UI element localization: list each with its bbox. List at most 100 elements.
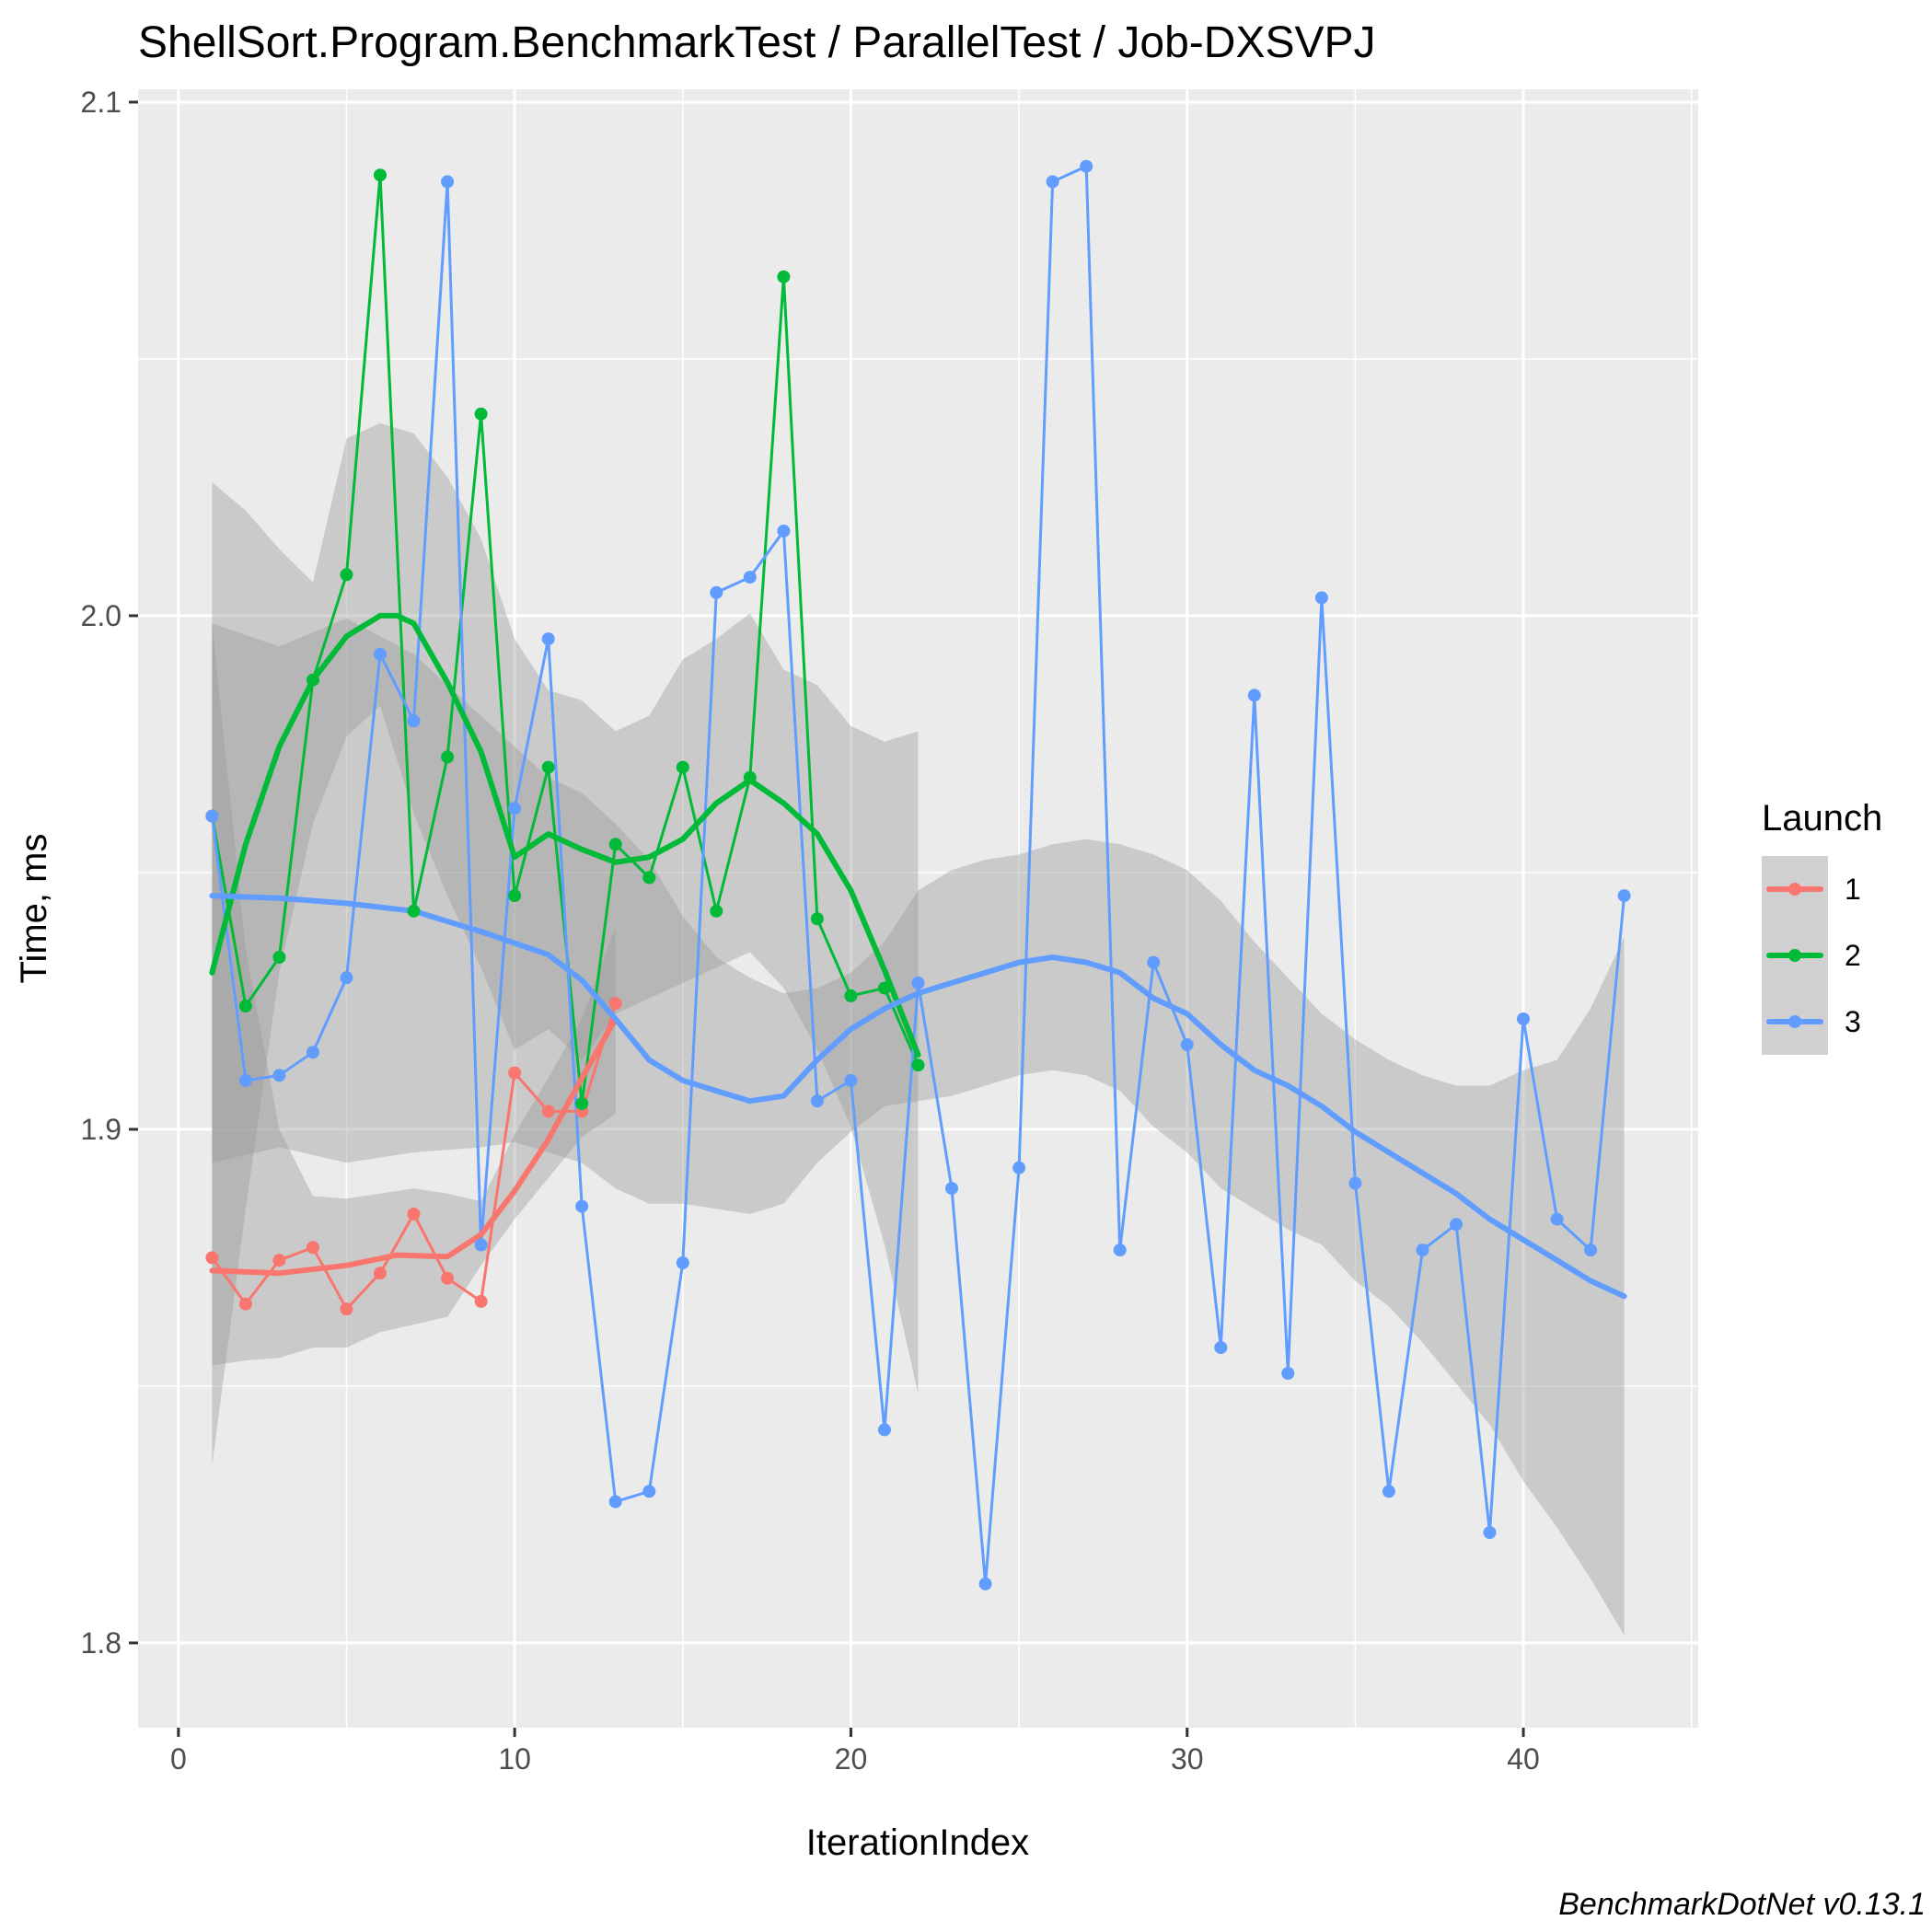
data-point-2 xyxy=(642,871,656,885)
data-point-3 xyxy=(575,1199,589,1213)
data-point-3 xyxy=(777,524,791,538)
data-point-1 xyxy=(508,1066,522,1080)
data-point-1 xyxy=(407,1208,421,1221)
data-point-3 xyxy=(743,571,757,584)
data-point-2 xyxy=(777,270,791,283)
x-tick-label: 40 xyxy=(1507,1742,1540,1776)
data-point-3 xyxy=(642,1485,656,1498)
y-axis-title: Time, ms xyxy=(14,834,54,984)
legend-key-point-1 xyxy=(1788,883,1801,896)
data-point-3 xyxy=(911,976,925,989)
legend-label-1: 1 xyxy=(1845,873,1861,906)
y-tick-label: 2.0 xyxy=(81,599,121,632)
data-point-1 xyxy=(608,997,622,1011)
data-point-3 xyxy=(1214,1341,1228,1355)
data-point-2 xyxy=(575,1097,589,1110)
data-point-3 xyxy=(407,714,421,728)
data-point-1 xyxy=(441,1271,455,1285)
x-tick-label: 10 xyxy=(498,1742,531,1776)
data-point-2 xyxy=(407,904,421,918)
x-axis-title: IterationIndex xyxy=(806,1822,1029,1863)
data-point-1 xyxy=(474,1294,488,1308)
data-point-2 xyxy=(676,760,689,774)
chart-title: ShellSort.Program.BenchmarkTest / Parall… xyxy=(138,18,1376,67)
data-point-2 xyxy=(911,1059,925,1072)
data-point-3 xyxy=(1113,1244,1127,1257)
data-point-2 xyxy=(238,1000,252,1012)
smooth-lines xyxy=(209,612,1627,1300)
data-point-3 xyxy=(844,1073,858,1087)
legend-items: 1 2 3 xyxy=(1766,873,1861,1038)
y-tick-label: 1.8 xyxy=(81,1626,121,1660)
data-point-3 xyxy=(1080,159,1093,173)
y-tick-labels: 1.8 1.9 2.0 2.1 xyxy=(81,86,121,1660)
data-point-2 xyxy=(474,407,488,421)
data-point-3 xyxy=(810,1094,824,1108)
smooth-line-2 xyxy=(209,612,921,1058)
data-point-1 xyxy=(307,1241,319,1255)
data-point-1 xyxy=(541,1105,555,1118)
series-points xyxy=(205,159,1631,1591)
data-point-3 xyxy=(508,802,522,816)
confidence-band-3 xyxy=(212,618,1625,1636)
data-point-3 xyxy=(1382,1485,1395,1498)
data-point-3 xyxy=(1180,1037,1194,1051)
legend-key-point-3 xyxy=(1788,1015,1801,1028)
data-point-3 xyxy=(1584,1244,1598,1257)
data-point-3 xyxy=(1617,889,1631,903)
data-point-2 xyxy=(541,760,555,774)
data-point-3 xyxy=(1012,1161,1026,1174)
data-point-1 xyxy=(205,1251,219,1265)
data-point-3 xyxy=(238,1073,252,1087)
data-point-3 xyxy=(205,809,219,823)
data-point-2 xyxy=(272,951,286,964)
legend-key-point-2 xyxy=(1788,949,1801,962)
data-point-1 xyxy=(340,1302,353,1316)
x-tick-label: 30 xyxy=(1171,1742,1204,1776)
data-point-2 xyxy=(878,981,891,995)
data-point-3 xyxy=(710,585,723,599)
data-point-3 xyxy=(1550,1212,1564,1226)
data-point-3 xyxy=(978,1577,992,1591)
data-point-3 xyxy=(1348,1176,1362,1190)
x-tick-labels: 0 10 20 30 40 xyxy=(170,1742,1540,1776)
data-point-3 xyxy=(1450,1218,1463,1232)
data-point-2 xyxy=(608,838,622,851)
data-point-3 xyxy=(374,647,387,661)
smooth-line-1 xyxy=(209,1016,619,1277)
data-point-1 xyxy=(272,1254,286,1267)
data-point-1 xyxy=(238,1297,252,1311)
data-point-3 xyxy=(1046,175,1059,189)
data-point-2 xyxy=(441,750,455,764)
data-point-3 xyxy=(878,1423,891,1437)
data-point-2 xyxy=(844,989,858,1002)
data-point-3 xyxy=(307,1046,319,1059)
data-point-3 xyxy=(1517,1012,1530,1025)
confidence-band-1 xyxy=(212,623,616,1366)
x-tick-label: 0 xyxy=(170,1742,187,1776)
data-point-3 xyxy=(541,632,555,646)
data-point-3 xyxy=(1314,591,1328,605)
data-point-3 xyxy=(1247,688,1261,702)
grid-minor xyxy=(138,89,1698,1728)
data-point-3 xyxy=(608,1495,622,1509)
data-point-3 xyxy=(945,1182,958,1196)
data-point-3 xyxy=(1147,955,1161,969)
data-point-2 xyxy=(307,673,319,687)
data-point-2 xyxy=(374,168,387,182)
data-point-2 xyxy=(710,904,723,918)
data-point-3 xyxy=(676,1256,689,1269)
data-point-3 xyxy=(1281,1367,1295,1380)
legend-label-3: 3 xyxy=(1845,1005,1861,1038)
data-point-2 xyxy=(743,770,757,784)
smooth-line-3 xyxy=(209,893,1627,1300)
legend-label-2: 2 xyxy=(1845,939,1861,972)
data-point-3 xyxy=(1483,1526,1497,1539)
data-point-2 xyxy=(810,912,824,926)
data-point-3 xyxy=(441,175,455,189)
data-point-2 xyxy=(340,568,353,582)
data-point-3 xyxy=(1416,1244,1429,1257)
y-tick-label: 2.1 xyxy=(81,86,121,119)
legend: Launch 1 2 3 xyxy=(1762,798,1882,1055)
